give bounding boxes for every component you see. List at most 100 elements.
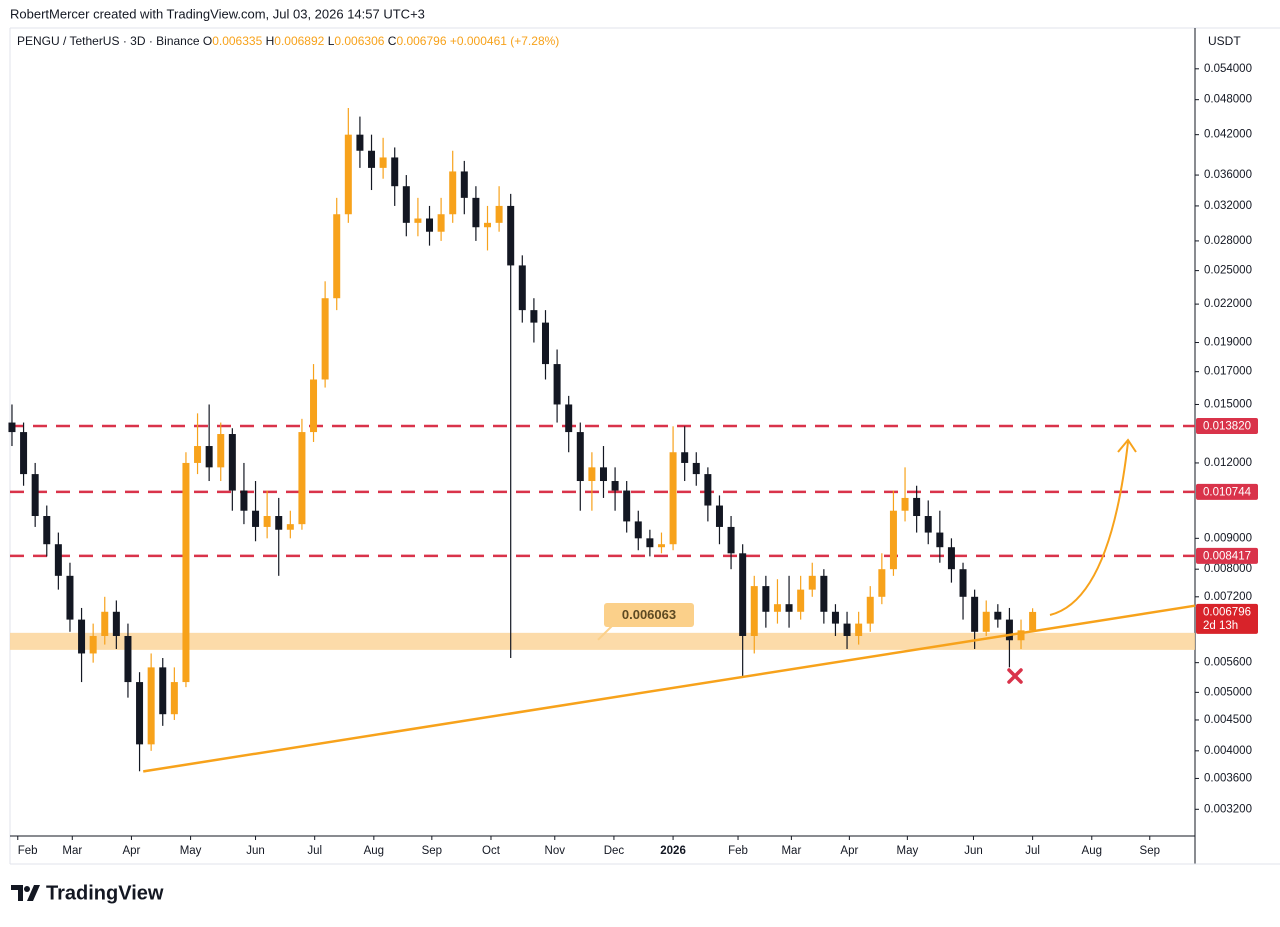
x-tick-label: Aug <box>364 845 384 857</box>
candle-body <box>402 186 410 223</box>
x-tick-label: Jun <box>246 845 265 857</box>
y-tick-label: 0.032000 <box>1204 200 1252 212</box>
arrow-head <box>1117 438 1137 453</box>
candle-body <box>275 516 283 530</box>
candle-body <box>310 379 318 433</box>
candle-body <box>101 611 109 636</box>
x-tick-label: May <box>896 845 918 857</box>
candle-body <box>147 667 155 745</box>
x-tick-label: Apr <box>122 845 140 857</box>
candle-body <box>611 481 619 491</box>
candle-body <box>333 214 341 299</box>
x-tick-label: Jul <box>1025 845 1040 857</box>
candle-body <box>901 497 909 511</box>
y-tick-label: 0.009000 <box>1204 532 1252 544</box>
candle-body <box>31 474 39 517</box>
candle-body <box>669 452 677 545</box>
annotations: 0.006063 <box>597 438 1137 684</box>
price-tag <box>1196 603 1258 634</box>
candle-body <box>54 544 62 576</box>
candle-body <box>8 422 16 433</box>
candle-body <box>808 575 816 590</box>
y-tick-label: 0.008000 <box>1204 563 1252 575</box>
candle-body <box>797 589 805 612</box>
candle-body <box>205 446 213 468</box>
x-tick-label: 2026 <box>660 845 686 857</box>
candle-body <box>1005 619 1013 641</box>
x-tick-label: Sep <box>422 845 442 857</box>
candle-body <box>78 619 86 654</box>
candle-body <box>623 490 631 522</box>
candle-body <box>715 505 723 527</box>
candle-body <box>646 538 654 548</box>
candle-body <box>449 171 457 215</box>
candle-body <box>889 510 897 570</box>
candle-body <box>368 150 376 168</box>
invalidation-mark <box>1007 668 1023 684</box>
change: +0.000461 (+7.28%) <box>450 34 559 48</box>
candle-body <box>762 586 770 612</box>
y-tick-label: 0.004500 <box>1204 714 1252 726</box>
candle-body <box>286 524 294 530</box>
candle-body <box>252 510 260 527</box>
candle-body <box>866 596 874 624</box>
candle-body <box>855 623 863 636</box>
candle-body <box>182 462 190 683</box>
level-tag-label: 0.013820 <box>1203 420 1251 432</box>
candle-body <box>634 521 642 539</box>
x-tick-label: Sep <box>1140 845 1160 857</box>
ohlc-label: L <box>328 34 335 48</box>
y-tick-label: 0.036000 <box>1204 169 1252 181</box>
candle-body <box>947 547 955 570</box>
candle-body <box>43 516 51 545</box>
projection-arrow <box>1049 441 1129 616</box>
candle-body <box>681 452 689 463</box>
candle-body <box>507 205 515 266</box>
ohlc-label: C <box>388 34 397 48</box>
candle-body <box>170 682 178 715</box>
candle-body <box>228 434 236 491</box>
candle-body <box>136 682 144 745</box>
candle-body <box>379 157 387 168</box>
candle-body <box>437 214 445 232</box>
candle-body <box>1029 611 1037 631</box>
candle-body <box>982 611 990 632</box>
candle-body <box>298 432 306 525</box>
price-tag-label: 0.006796 <box>1203 606 1251 618</box>
y-tick-label: 0.015000 <box>1204 399 1252 411</box>
x-tick-label: Apr <box>840 845 858 857</box>
logo: TradingView <box>11 882 164 904</box>
symbol: PENGU / TetherUS · 3D · Binance <box>17 34 200 48</box>
candle-body <box>739 553 747 636</box>
candle-body <box>773 604 781 612</box>
candle-body <box>414 218 422 223</box>
ohlc-label: H <box>266 34 275 48</box>
level-tag-label: 0.008417 <box>1203 550 1251 562</box>
candle-body <box>194 446 202 463</box>
candle-body <box>657 544 665 548</box>
logo-dot <box>24 886 30 892</box>
y-tick-label: 0.005600 <box>1204 657 1252 669</box>
callout-box <box>604 603 694 627</box>
candle-body <box>89 635 97 654</box>
candle-body <box>692 462 700 475</box>
candle-body <box>530 310 538 323</box>
y-tick-label: 0.048000 <box>1204 94 1252 106</box>
x-tick-label: Dec <box>604 845 625 857</box>
logo-icon <box>11 885 40 901</box>
candle-body <box>356 134 364 151</box>
x-tick-label: Jul <box>307 845 322 857</box>
logo-text: TradingView <box>46 882 164 904</box>
y-tick-label: 0.003200 <box>1204 803 1252 815</box>
y-tick-label: 0.028000 <box>1204 235 1252 247</box>
y-tick-label: 0.042000 <box>1204 129 1252 141</box>
candle-body <box>878 569 886 597</box>
y-tick-label: 0.022000 <box>1204 298 1252 310</box>
symbol-legend: PENGU / TetherUS · 3D · Binance O0.00633… <box>17 34 559 48</box>
candle-body <box>971 596 979 632</box>
candle-body <box>576 432 584 482</box>
ohlc-label: O <box>203 34 212 48</box>
y-tick-label: 0.007200 <box>1204 591 1252 603</box>
